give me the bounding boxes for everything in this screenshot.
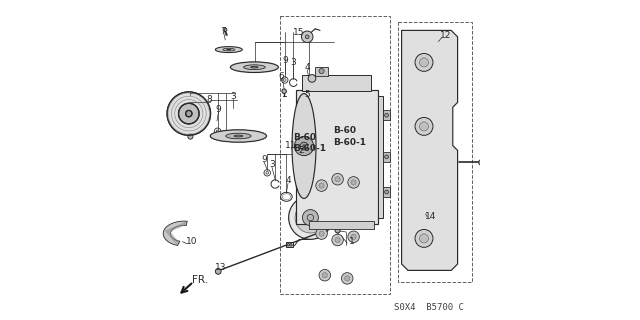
Circle shape (348, 177, 360, 188)
Text: FR.: FR. (192, 275, 208, 285)
Circle shape (289, 196, 332, 239)
Text: 7: 7 (221, 27, 226, 36)
Ellipse shape (227, 49, 231, 50)
Text: S0X4  B5700 C: S0X4 B5700 C (394, 303, 464, 312)
Circle shape (302, 210, 319, 226)
Circle shape (287, 244, 289, 246)
Ellipse shape (215, 47, 243, 52)
Bar (383, 110, 390, 120)
Text: 3: 3 (230, 92, 236, 100)
Circle shape (215, 268, 221, 274)
Circle shape (305, 35, 309, 39)
Ellipse shape (234, 135, 243, 137)
Bar (383, 152, 390, 162)
Circle shape (319, 269, 331, 281)
Circle shape (223, 28, 227, 32)
Text: 13: 13 (215, 263, 227, 272)
Ellipse shape (223, 48, 235, 51)
Circle shape (415, 229, 433, 247)
Circle shape (186, 110, 192, 117)
Circle shape (323, 273, 328, 278)
Text: 5: 5 (305, 90, 310, 99)
Circle shape (316, 228, 328, 239)
Circle shape (420, 234, 429, 243)
Bar (383, 187, 390, 197)
Text: 1: 1 (349, 237, 354, 246)
Circle shape (335, 228, 340, 233)
Circle shape (319, 183, 324, 188)
Ellipse shape (251, 67, 258, 68)
Circle shape (332, 234, 343, 246)
Circle shape (335, 237, 340, 243)
Text: 11: 11 (285, 141, 297, 150)
Polygon shape (163, 221, 188, 245)
Text: 10: 10 (186, 237, 197, 246)
Bar (378, 96, 383, 218)
Ellipse shape (292, 94, 316, 198)
Text: 14: 14 (425, 212, 436, 220)
Text: B-60
B-60-1: B-60 B-60-1 (333, 126, 366, 147)
Text: 9: 9 (216, 105, 221, 114)
Bar (398, 22, 472, 282)
Circle shape (319, 231, 324, 236)
Circle shape (385, 155, 388, 159)
Circle shape (385, 113, 388, 117)
Circle shape (348, 231, 360, 243)
Circle shape (301, 31, 313, 43)
Circle shape (342, 273, 353, 284)
Text: 4: 4 (285, 176, 291, 185)
Circle shape (415, 117, 433, 135)
Circle shape (294, 136, 314, 156)
Bar (315, 67, 328, 76)
Circle shape (332, 173, 343, 185)
Circle shape (295, 202, 326, 233)
Text: 2: 2 (298, 146, 303, 155)
Bar (302, 75, 371, 91)
Circle shape (351, 234, 356, 239)
Circle shape (282, 89, 287, 93)
Text: 4: 4 (305, 63, 310, 72)
Circle shape (316, 180, 328, 191)
Text: 3: 3 (269, 160, 275, 169)
Circle shape (415, 53, 433, 71)
Circle shape (385, 190, 388, 194)
Circle shape (420, 58, 429, 67)
Text: B-60
B-60-1: B-60 B-60-1 (292, 133, 326, 153)
Circle shape (179, 103, 199, 124)
Ellipse shape (226, 133, 251, 139)
Polygon shape (402, 30, 458, 270)
Circle shape (335, 177, 340, 182)
Circle shape (420, 122, 429, 131)
Circle shape (351, 180, 356, 185)
Bar (296, 90, 378, 224)
Circle shape (188, 134, 193, 139)
Text: 12: 12 (440, 31, 451, 40)
Text: 8: 8 (207, 95, 212, 104)
Circle shape (344, 276, 349, 281)
Circle shape (319, 68, 324, 74)
Text: 6: 6 (278, 72, 284, 81)
Ellipse shape (244, 65, 265, 69)
Circle shape (290, 244, 292, 246)
Bar (308, 221, 374, 229)
Bar (285, 242, 293, 247)
Ellipse shape (230, 62, 278, 73)
Bar (280, 16, 390, 294)
Circle shape (167, 92, 211, 135)
Text: 9: 9 (282, 56, 287, 65)
Text: 15: 15 (292, 28, 304, 36)
Text: 9: 9 (261, 155, 267, 164)
Circle shape (303, 145, 305, 147)
Circle shape (300, 142, 308, 150)
Ellipse shape (210, 130, 267, 142)
Circle shape (308, 75, 316, 82)
Text: 3: 3 (290, 58, 296, 67)
Circle shape (479, 160, 484, 165)
